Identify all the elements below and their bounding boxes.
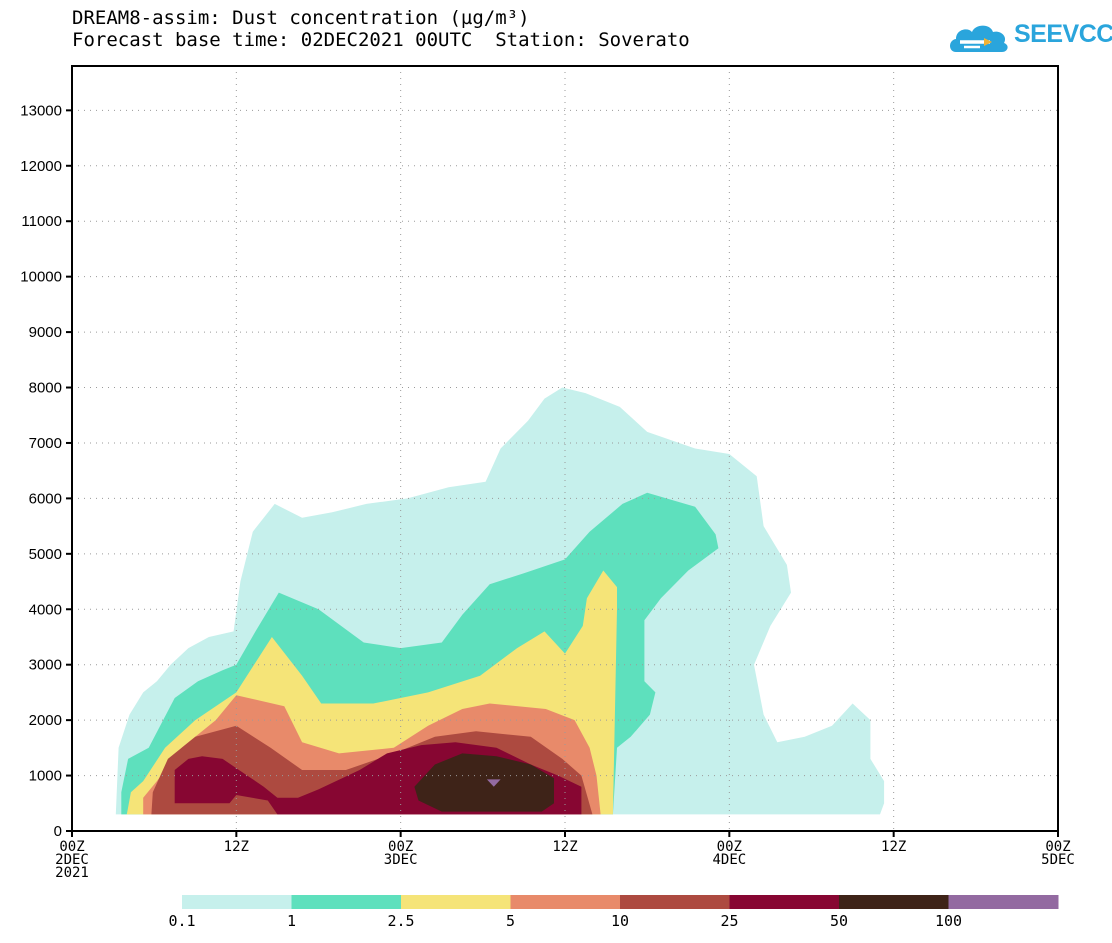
colorbar-swatch [729,895,840,909]
chart-subtitle: Forecast base time: 02DEC2021 00UTC Stat… [72,29,690,51]
colorbar: 0.1 1 2.5 5 10 25 50 100 [168,895,1059,930]
colorbar-label: 0.1 [168,912,195,930]
colorbar-swatch [401,895,511,909]
x-tick-line: 4DEC [712,852,746,868]
y-tick-label: 2000 [29,712,62,729]
cloud-icon [950,25,1008,52]
y-tick-label: 12000 [20,158,62,175]
y-tick-label: 1000 [29,768,62,785]
x-tick-label: 00Z 5DEC [1041,839,1075,868]
y-tick-label: 11000 [21,213,62,230]
y-tick-label: 6000 [29,490,62,507]
x-tick-line: 12Z [552,839,577,855]
y-tick-label: 10000 [20,269,62,286]
logo-text: SEEVCCC [1014,20,1112,48]
x-tick-line: 00Z [59,839,84,855]
x-tick-line: 12Z [224,839,249,855]
colorbar-label: 100 [935,912,962,930]
x-tick-line: 5DEC [1041,852,1075,868]
y-tick-label: 4000 [29,601,62,618]
colorbar-swatch [620,895,730,909]
x-tick-label: 00Z 2DEC 2021 [55,839,89,881]
x-tick-line: 2DEC [55,852,89,868]
colorbar-label: 1 [287,912,296,930]
x-tick-line: 00Z [1045,839,1070,855]
y-tick-label: 13000 [20,102,62,119]
x-tick-line: 2021 [55,865,89,881]
x-tick-label: 12Z [224,839,249,855]
colorbar-label: 50 [830,912,848,930]
colorbar-swatch [839,895,949,909]
x-tick-line: 00Z [388,839,413,855]
x-tick-label: 12Z [552,839,577,855]
contour-level-0.1-1 [685,675,704,715]
x-tick-line: 3DEC [384,852,418,868]
y-tick-label: 7000 [29,435,62,452]
seevccc-logo: SEEVCCC [946,18,1112,58]
x-tick-line: 12Z [881,839,906,855]
colorbar-label: 2.5 [387,912,414,930]
grid-lines [72,66,1058,831]
x-tick-line: 00Z [717,839,742,855]
colorbar-label: 10 [611,912,629,930]
x-tick-label: 00Z 3DEC [384,839,418,868]
colorbar-label: 25 [720,912,738,930]
y-tick-label: 5000 [29,546,62,563]
chart-title: DREAM8-assim: Dust concentration (µg/m³) [72,7,530,29]
contour-level-100-0 [486,779,501,787]
colorbar-swatch [182,895,292,909]
contour-fills [115,387,885,815]
colorbar-swatch [510,895,621,909]
y-tick-label: 3000 [29,657,62,674]
colorbar-label: 5 [506,912,515,930]
x-tick-label: 00Z 4DEC [712,839,746,868]
colorbar-swatch [291,895,402,909]
colorbar-swatch [948,895,1059,909]
y-tick-label: 0 [54,823,62,840]
y-tick-label: 9000 [29,324,62,341]
contour-level-50-0 [414,753,554,812]
y-axis: 0 1000 2000 3000 4000 5000 6000 7000 8000 9000 100… [20,102,72,840]
x-tick-label: 12Z [881,839,906,855]
y-tick-label: 8000 [29,380,62,397]
